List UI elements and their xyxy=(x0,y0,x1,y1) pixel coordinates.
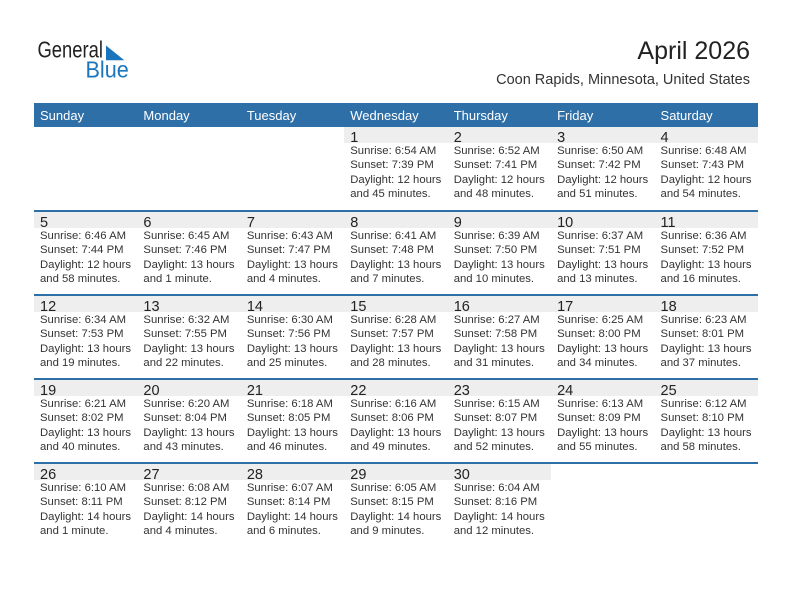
svg-text:Blue: Blue xyxy=(86,57,129,82)
